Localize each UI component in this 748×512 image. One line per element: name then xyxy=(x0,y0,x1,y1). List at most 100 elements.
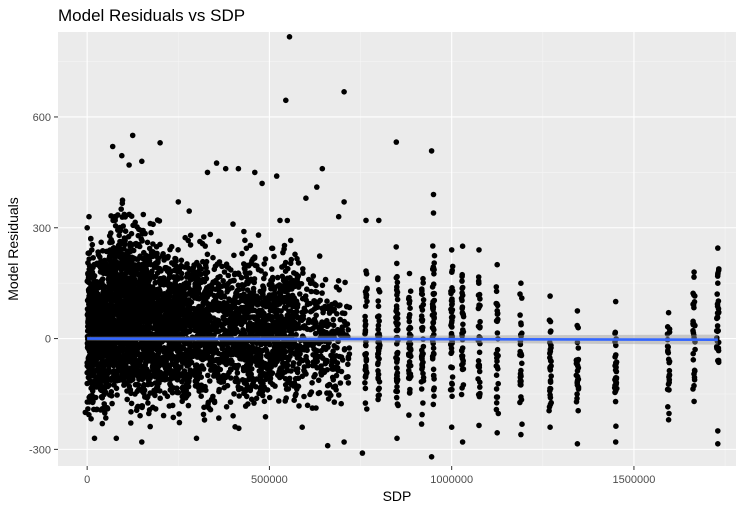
data-point xyxy=(247,270,253,276)
data-point xyxy=(257,386,264,392)
data-point xyxy=(362,380,368,386)
data-point xyxy=(310,325,316,332)
data-point xyxy=(459,278,465,284)
data-point xyxy=(330,322,337,329)
data-point xyxy=(247,277,253,284)
fit-line-group xyxy=(87,334,718,345)
data-point xyxy=(194,326,201,332)
data-point xyxy=(125,256,131,262)
data-point xyxy=(344,321,351,327)
data-point xyxy=(170,414,177,421)
data-point xyxy=(94,301,100,308)
data-point xyxy=(158,280,165,287)
data-point xyxy=(666,387,672,393)
data-point xyxy=(303,297,310,304)
data-point xyxy=(406,294,412,301)
data-point xyxy=(207,306,214,312)
data-point xyxy=(108,236,114,243)
data-point xyxy=(575,324,581,331)
data-point xyxy=(394,373,400,379)
data-point xyxy=(208,396,215,403)
data-point xyxy=(188,353,194,359)
data-point xyxy=(187,347,193,354)
data-point xyxy=(186,328,193,335)
data-point xyxy=(314,289,320,296)
data-point xyxy=(519,330,525,337)
data-point xyxy=(106,392,113,398)
data-point xyxy=(141,249,147,256)
data-point xyxy=(110,265,116,272)
data-point xyxy=(286,379,293,385)
data-point xyxy=(341,199,347,205)
data-point xyxy=(174,385,180,392)
data-point xyxy=(493,300,500,307)
data-point xyxy=(286,344,293,351)
data-point xyxy=(573,372,580,379)
data-point xyxy=(266,341,273,348)
data-point xyxy=(375,371,382,378)
data-point xyxy=(394,349,401,356)
data-point xyxy=(100,286,107,293)
data-point xyxy=(345,327,352,333)
data-point xyxy=(183,280,189,286)
data-point xyxy=(101,353,107,360)
data-point xyxy=(114,377,120,384)
data-point xyxy=(362,323,369,329)
data-point xyxy=(190,342,196,348)
data-point xyxy=(246,376,252,383)
data-point xyxy=(152,358,159,364)
data-point xyxy=(394,292,400,298)
data-point xyxy=(261,398,268,405)
data-point xyxy=(231,348,238,354)
data-point xyxy=(408,353,414,360)
data-point xyxy=(99,394,105,401)
data-point xyxy=(225,272,232,279)
data-point xyxy=(262,414,269,420)
data-point xyxy=(201,404,207,411)
data-point xyxy=(171,284,178,290)
data-point xyxy=(345,361,351,368)
data-point xyxy=(311,298,317,304)
data-point xyxy=(303,353,309,360)
data-point xyxy=(255,357,262,364)
data-point xyxy=(217,273,223,280)
data-point xyxy=(137,317,144,324)
data-point xyxy=(459,284,466,291)
data-point xyxy=(362,303,369,309)
data-point xyxy=(234,305,240,312)
data-point xyxy=(193,308,199,315)
data-point xyxy=(85,250,91,256)
data-point xyxy=(334,360,341,366)
data-point xyxy=(274,358,281,365)
data-point xyxy=(477,391,483,398)
data-point xyxy=(97,254,103,260)
data-point xyxy=(493,372,500,379)
data-point xyxy=(201,291,207,297)
data-point xyxy=(460,313,467,320)
data-point xyxy=(136,282,143,289)
data-point xyxy=(168,382,174,389)
data-point xyxy=(162,311,169,318)
data-point xyxy=(448,350,454,357)
data-point xyxy=(690,357,697,363)
data-point xyxy=(420,275,426,282)
data-point xyxy=(291,397,298,404)
data-point xyxy=(287,260,294,267)
data-point xyxy=(111,372,117,379)
data-point xyxy=(337,332,344,338)
data-point xyxy=(333,372,340,379)
data-point xyxy=(115,212,121,218)
data-point xyxy=(612,398,619,405)
data-point xyxy=(428,454,435,460)
data-point xyxy=(135,363,142,370)
data-point xyxy=(459,439,466,445)
data-point xyxy=(198,266,204,272)
data-point xyxy=(179,398,185,405)
data-point xyxy=(133,240,139,247)
data-point xyxy=(231,271,238,278)
data-point xyxy=(430,265,437,271)
data-point xyxy=(288,279,294,286)
data-point xyxy=(150,221,156,228)
y-tick-label: 0 xyxy=(45,334,51,346)
